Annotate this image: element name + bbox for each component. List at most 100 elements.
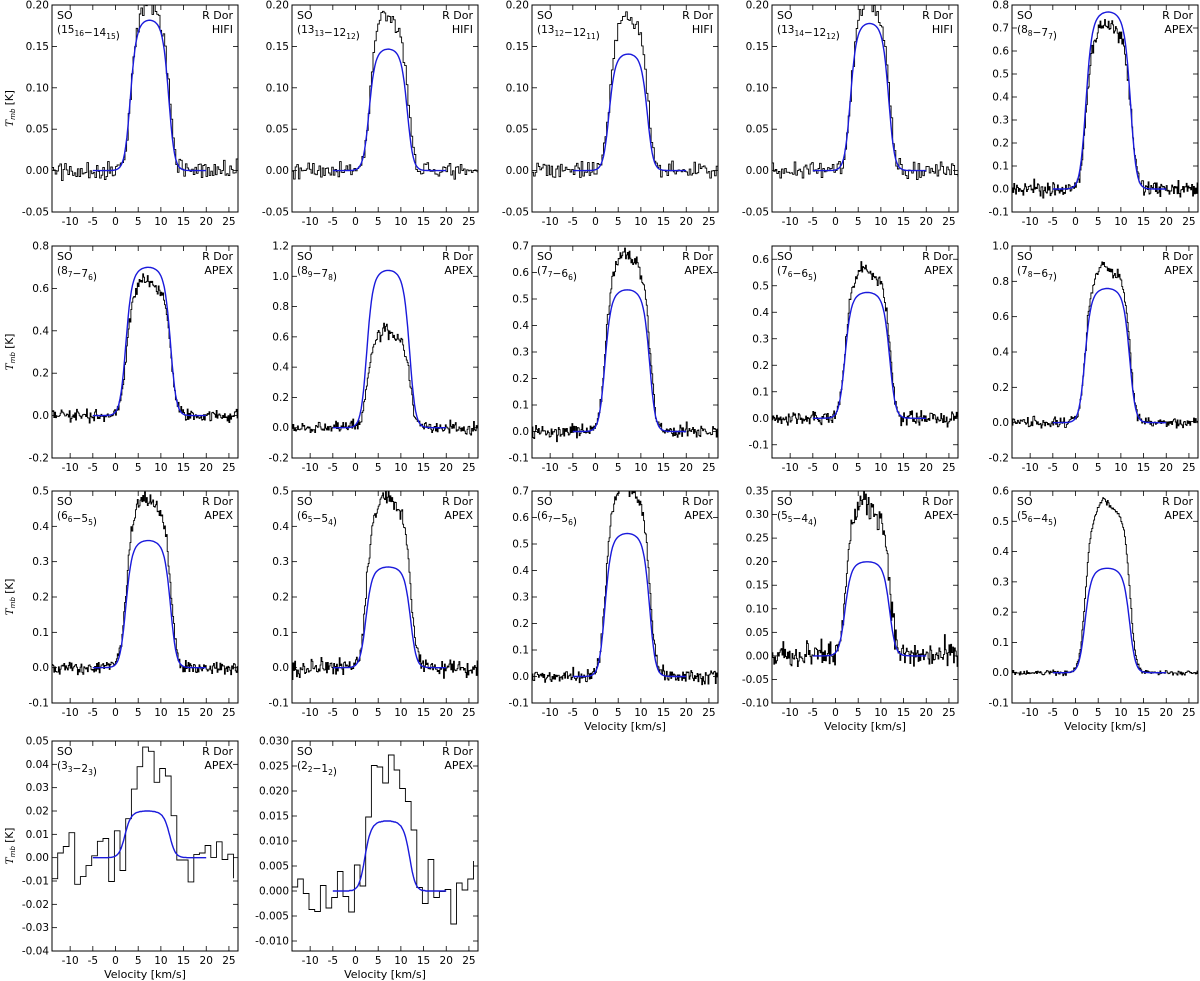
y-tick-label: 0.0: [32, 410, 49, 422]
x-axis-label: Velocity [km/s]: [1064, 720, 1146, 733]
transition-label-part: 5: [1048, 518, 1053, 527]
instrument-label: HIFI: [692, 23, 713, 36]
y-tick-label: 0.4: [512, 320, 529, 332]
y-tick-label: 1.0: [272, 271, 289, 283]
transition-label-part: 6: [1041, 268, 1048, 280]
species-label: SO: [537, 250, 553, 263]
instrument-label: APEX: [924, 264, 953, 277]
x-tick-label: 15: [417, 707, 430, 719]
x-tick-label: 20: [200, 462, 213, 474]
x-tick-label: 20: [440, 955, 453, 967]
y-tick-label: 0.8: [992, 276, 1009, 288]
transition-label: (76−65): [777, 265, 817, 283]
x-tick-label: 20: [1160, 216, 1173, 228]
transition-label-part: ): [356, 30, 360, 42]
x-tick-label: 25: [702, 462, 715, 474]
y-tick-label: 0.6: [992, 311, 1009, 323]
observed-spectrum-line: [772, 491, 958, 667]
y-tick-label: 0.025: [259, 761, 289, 773]
transition-label-part: (: [777, 510, 781, 522]
y-tick-label: -0.2: [269, 453, 290, 465]
transition-label-part: −: [553, 268, 562, 280]
spectrum-panel: -10 -5 0 5 10 15 20 25 -0.10 -0.05 0.00 0.05 0.10 0.1…: [742, 486, 959, 733]
y-tick-label: 0.00: [746, 650, 769, 662]
transition-label-part: 8: [328, 273, 333, 282]
x-tick-label: 0: [352, 462, 359, 474]
panel-frame: [51, 4, 239, 213]
transition-label-part: 6: [88, 273, 93, 282]
y-tick-label: 0.0: [32, 662, 49, 674]
transition-label-part: −: [313, 763, 322, 775]
x-tick-label: 0: [1072, 216, 1079, 228]
transition-label-part: 2: [81, 763, 88, 775]
spectrum-panel: -10 -5 0 5 10 15 20 25 -0.04 -0.03 -0.02 -0.01 0.00 0…: [4, 736, 239, 981]
transition-label-part: 8: [1028, 270, 1033, 279]
x-tick-label: -5: [808, 216, 818, 228]
y-tick-label: -0.2: [989, 453, 1010, 465]
x-tick-label: 10: [874, 707, 887, 719]
y-tick-label: 0.05: [26, 736, 49, 748]
transition-label-part: −: [564, 27, 573, 39]
model-fit-line: [332, 48, 447, 172]
x-axis-label: Velocity [km/s]: [104, 968, 186, 981]
x-tick-label: 20: [440, 707, 453, 719]
transition-label-part: ): [813, 271, 817, 283]
x-tick-label: 5: [615, 216, 622, 228]
x-tick-label: -5: [568, 707, 578, 719]
y-tick-label: 0.5: [992, 516, 1009, 528]
y-tick-label: 0.5: [512, 294, 529, 306]
transition-label-part: (: [537, 510, 541, 522]
transition-label-part: 4: [808, 518, 813, 527]
x-axis-label: Velocity [km/s]: [344, 968, 426, 981]
transition-label-part: 16: [74, 29, 84, 38]
transition-label-part: −: [84, 27, 93, 39]
y-tick-label: 0.3: [992, 115, 1009, 127]
y-tick-label: 0.1: [512, 400, 529, 412]
y-tick-label: 0.01: [26, 829, 49, 841]
y-tick-label: 0.00: [746, 165, 769, 177]
transition-label-part: (: [57, 24, 61, 36]
x-tick-label: 25: [1182, 462, 1195, 474]
x-tick-label: 15: [417, 955, 430, 967]
y-tick-label: 0.0: [272, 662, 289, 674]
y-axis-label: Tmb [K]: [4, 579, 17, 616]
species-label: SO: [777, 495, 793, 508]
y-tick-label: 0.2: [752, 360, 769, 372]
x-tick-label: 25: [942, 462, 955, 474]
panel-frame: [771, 245, 959, 459]
transition-label-part: 9: [308, 270, 313, 279]
transition-label-part: (: [1017, 510, 1021, 522]
y-tick-label: 0.20: [506, 0, 529, 12]
instrument-label: APEX: [1164, 264, 1193, 277]
y-tick-label: 0.1: [512, 645, 529, 657]
y-tick-label: -0.02: [22, 899, 49, 911]
x-tick-label: 5: [135, 955, 142, 967]
transition-label: (66−55): [57, 510, 97, 528]
source-label: R Dor: [202, 495, 233, 508]
source-label: R Dor: [1162, 9, 1193, 22]
panel-frame: [291, 4, 479, 213]
y-tick-label: 0.05: [26, 124, 49, 136]
x-tick-label: 10: [394, 955, 407, 967]
x-tick-label: 10: [154, 955, 167, 967]
y-tick-label: -0.010: [255, 936, 289, 948]
spectrum-panel: -10 -5 0 5 10 15 20 25 -0.05 0.00 0.05 0.10 0.15 0.20…: [742, 0, 959, 228]
x-tick-label: -10: [302, 955, 319, 967]
source-label: R Dor: [202, 9, 233, 22]
y-axis-label: Tmb [K]: [4, 828, 17, 865]
x-tick-label: 10: [874, 462, 887, 474]
x-tick-label: 10: [394, 707, 407, 719]
y-tick-label: 0.4: [752, 307, 769, 319]
x-tick-label: 5: [855, 462, 862, 474]
transition-label-part: ): [93, 271, 97, 283]
y-tick-label: -0.005: [255, 911, 289, 923]
transition-label-part: 12: [813, 27, 826, 39]
y-tick-label: 0.3: [512, 592, 529, 604]
source-label: R Dor: [442, 745, 473, 758]
x-tick-label: -10: [1022, 216, 1039, 228]
transition-label: (87−76): [57, 265, 97, 283]
model-fit-line: [332, 820, 447, 892]
x-tick-label: 20: [1160, 707, 1173, 719]
model-fit-line: [92, 539, 207, 669]
y-tick-label: -0.04: [22, 946, 49, 958]
